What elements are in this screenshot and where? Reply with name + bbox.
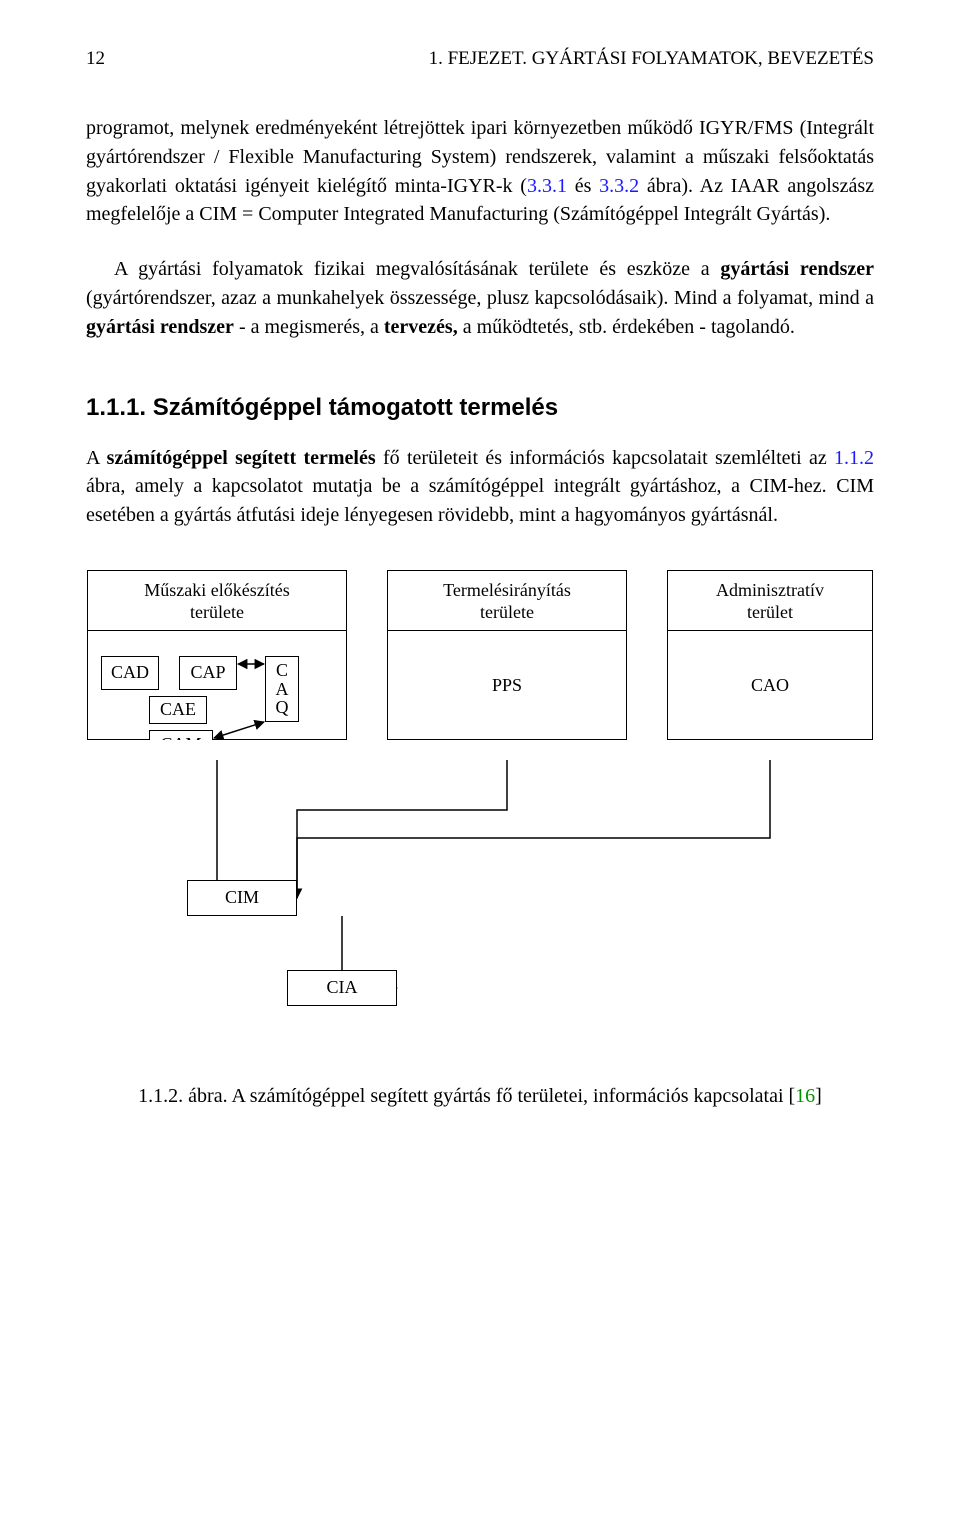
text: 1.1.2. ábra. A számítógéppel segített gy… (138, 1085, 795, 1107)
diagram-box-label: PPS (388, 631, 626, 740)
bold-term: számítógéppel segített termelés (107, 447, 376, 469)
text: - a megismerés, a (234, 316, 384, 338)
diagram-small-box: CAM (149, 730, 213, 740)
text: ] (815, 1085, 822, 1107)
section-heading: 1.1.1. Számítógéppel támogatott termelés (86, 394, 874, 422)
text: A gyártási folyamatok fizikai megvalósít… (114, 258, 720, 280)
diagram-lower-box: CIM (187, 880, 297, 916)
figure-diagram: Műszaki előkészítésterülete Termelésirány… (87, 570, 873, 1070)
running-head: 12 1. FEJEZET. GYÁRTÁSI FOLYAMATOK, BEVE… (86, 48, 874, 70)
text: (gyártórendszer, azaz a munkahelyek össz… (86, 287, 874, 309)
bold-term: gyártási rendszer (720, 258, 874, 280)
bold-term: tervezés, (384, 316, 458, 338)
diagram-small-box: CAD (101, 656, 159, 690)
diagram-top-box: AdminisztratívterületCAO (667, 570, 873, 740)
page-number: 12 (86, 48, 105, 70)
diagram-box-header: Műszaki előkészítésterülete (88, 571, 346, 631)
paragraph-3: A számítógéppel segített termelés fő ter… (86, 444, 874, 530)
diagram-box-header: Termelésirányításterülete (388, 571, 626, 631)
diagram-small-box: CAP (179, 656, 237, 690)
ref-link[interactable]: 1.1.2 (834, 447, 874, 469)
diagram-box-header: Adminisztratívterület (668, 571, 872, 631)
text: és (567, 175, 599, 197)
paragraph-1: programot, melynek eredményeként létrejö… (86, 114, 874, 229)
text: A (86, 447, 107, 469)
diagram-small-box: CAE (149, 696, 207, 724)
diagram-small-box: CAQ (265, 656, 299, 722)
paragraph-2: A gyártási folyamatok fizikai megvalósít… (86, 255, 874, 341)
ref-link[interactable]: 3.3.1 (527, 175, 567, 197)
citation-link[interactable]: 16 (795, 1085, 815, 1107)
diagram-lower-box: CIA (287, 970, 397, 1006)
chapter-title: 1. FEJEZET. GYÁRTÁSI FOLYAMATOK, BEVEZET… (429, 48, 874, 70)
diagram-top-box: TermelésirányításterületePPS (387, 570, 627, 740)
text: ábra, amely a kapcsolatot mutatja be a s… (86, 475, 874, 526)
ref-link[interactable]: 3.3.2 (599, 175, 639, 197)
figure-caption: 1.1.2. ábra. A számítógéppel segített gy… (86, 1082, 874, 1111)
text: fő területeit és információs kapcsolatai… (376, 447, 834, 469)
diagram-top-box: Műszaki előkészítésterülete (87, 570, 347, 740)
diagram-box-label: CAO (668, 631, 872, 740)
text: a működtetés, stb. érdekében - tagolandó… (458, 316, 795, 338)
bold-term: gyártási rendszer (86, 316, 234, 338)
